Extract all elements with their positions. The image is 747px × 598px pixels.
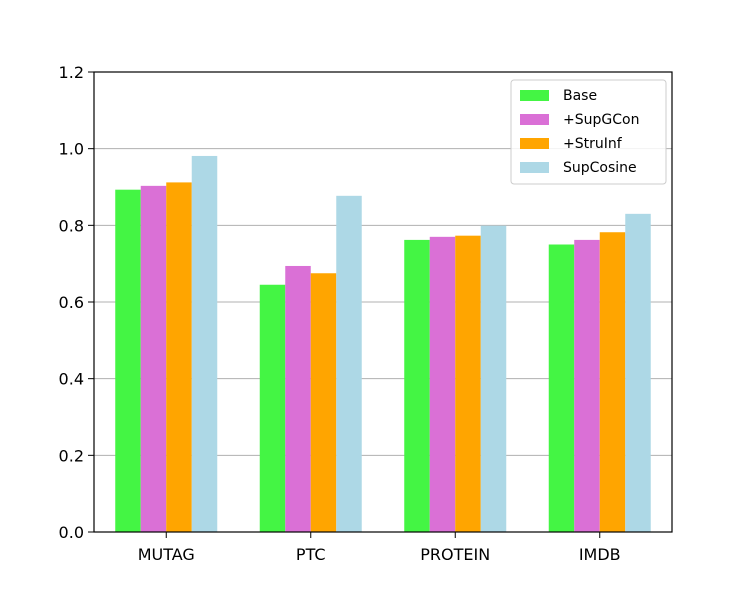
- bar-supgcon-ptc: [285, 265, 311, 532]
- bar-supgcon-mutag: [140, 185, 167, 532]
- legend-box: [510, 79, 667, 185]
- bar-supcosine-imdb: [625, 213, 651, 533]
- bar-supcosine-protein: [480, 225, 507, 532]
- bar-struinf-mutag: [166, 182, 192, 532]
- x-tick-label: PROTEIN: [420, 545, 490, 564]
- bar-supgcon-protein: [429, 236, 456, 533]
- y-tick-label: 0.8: [59, 216, 84, 235]
- bar-supgcon-imdb: [574, 239, 600, 532]
- legend: Base +SupGCon +StruInf SupCosine: [510, 79, 667, 185]
- bar-struinf-protein: [455, 235, 481, 532]
- y-tick-label: 1.0: [59, 140, 84, 159]
- legend-label: +StruInf: [563, 136, 623, 152]
- bar-struinf-imdb: [599, 232, 626, 532]
- bar-base-mutag: [115, 189, 141, 532]
- bars: [115, 155, 651, 533]
- y-tick-label: 0.2: [59, 446, 84, 465]
- bar-base-ptc: [259, 284, 286, 532]
- legend-swatch: [520, 114, 549, 125]
- bar-base-imdb: [548, 244, 575, 532]
- y-tick-label: 0.4: [59, 370, 84, 389]
- legend-label: +SupGCon: [563, 112, 639, 128]
- legend-swatch: [520, 162, 549, 173]
- legend-swatch: [520, 138, 549, 149]
- bar-struinf-ptc: [310, 273, 337, 532]
- x-tick-label: PTC: [296, 545, 326, 564]
- legend-label: Base: [563, 88, 597, 104]
- legend-swatch: [520, 90, 549, 101]
- bar-base-protein: [404, 239, 430, 532]
- x-tick-label: IMDB: [579, 545, 621, 564]
- y-tick-label: 1.2: [59, 63, 84, 82]
- y-axis: 0.0 0.2 0.4 0.6 0.8 1.0 1.2: [59, 63, 94, 542]
- x-tick-label: MUTAG: [138, 545, 195, 564]
- x-axis: MUTAG PTC PROTEIN IMDB: [138, 532, 621, 564]
- bar-supcosine-mutag: [191, 155, 218, 532]
- bar-supcosine-ptc: [336, 195, 362, 533]
- y-tick-label: 0.0: [59, 523, 84, 542]
- y-tick-label: 0.6: [59, 293, 84, 312]
- legend-label: SupCosine: [563, 160, 637, 176]
